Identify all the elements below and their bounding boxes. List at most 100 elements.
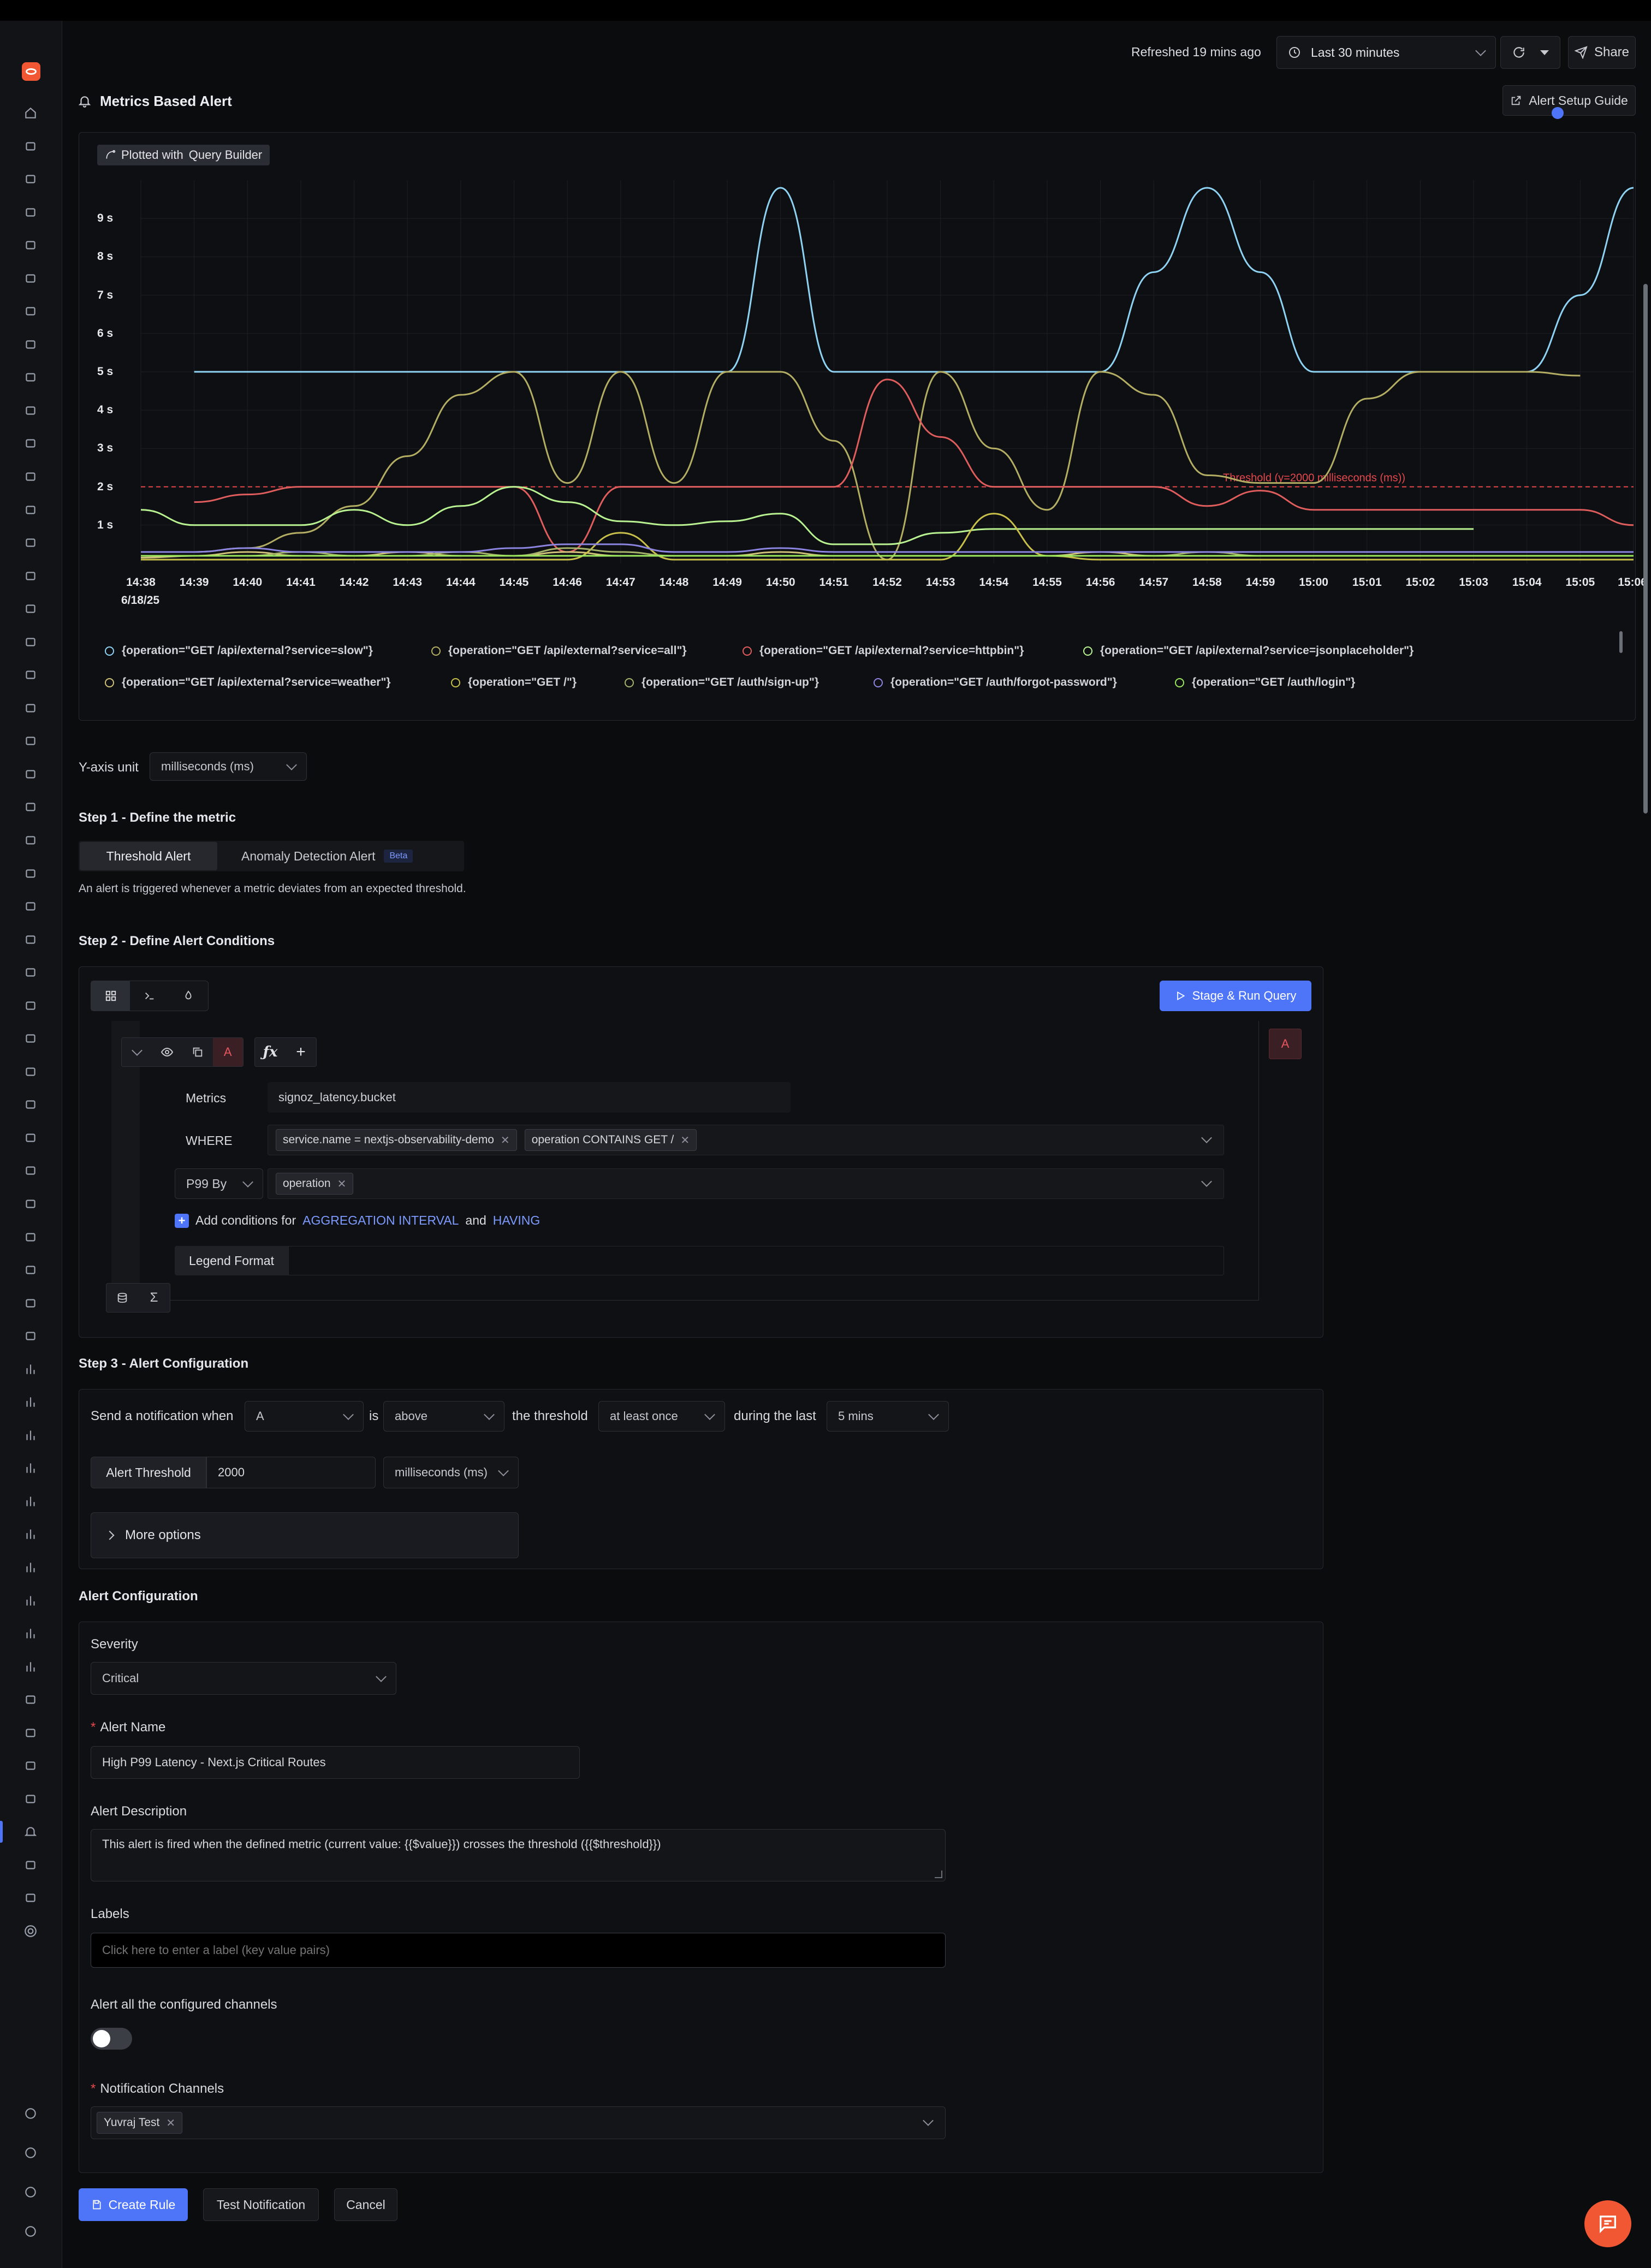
sidebar-dashboard-icon[interactable] (21, 467, 40, 486)
tab-anomaly-detection[interactable]: Anomaly Detection Alert Beta (228, 842, 458, 870)
having-link[interactable]: HAVING (492, 1213, 541, 1227)
resize-handle-icon[interactable] (935, 1871, 942, 1878)
sidebar-alerts-icon[interactable] (21, 1822, 40, 1841)
tab-clickhouse-query[interactable] (130, 981, 169, 1011)
sidebar-exceptions-icon[interactable] (21, 1889, 40, 1907)
sidebar-dashboard-icon[interactable] (21, 897, 40, 916)
sidebar-dashboard-icon[interactable] (21, 798, 40, 816)
sidebar-dashboard-icon[interactable] (21, 533, 40, 552)
sidebar-dashboard-icon[interactable] (21, 765, 40, 783)
sidebar-dashboard-icon[interactable] (21, 501, 40, 519)
tab-threshold-alert[interactable]: Threshold Alert (80, 842, 217, 870)
remove-tag-icon[interactable]: ✕ (500, 1134, 510, 1147)
sidebar-integrations-icon[interactable] (21, 1856, 40, 1874)
sidebar-dashboard-icon[interactable] (21, 1294, 40, 1313)
more-options-collapse[interactable]: More options (91, 1512, 519, 1558)
sidebar-dashboard-icon[interactable] (21, 666, 40, 684)
sidebar-bar-chart-icon[interactable] (21, 1393, 40, 1411)
sidebar-traces-icon[interactable] (21, 1690, 40, 1709)
sidebar-dashboard-icon[interactable] (21, 699, 40, 717)
group-by-input[interactable]: operation ✕ (268, 1168, 1224, 1199)
remove-tag-icon[interactable]: ✕ (166, 2117, 176, 2129)
group-by-tag[interactable]: operation ✕ (276, 1173, 354, 1195)
aggregate-select[interactable]: P99 By (175, 1168, 263, 1199)
sidebar-home-icon[interactable] (21, 104, 40, 122)
legend-item[interactable]: {operation="GET /api/external?service=we… (105, 676, 391, 689)
time-range-select[interactable]: Last 30 minutes (1276, 36, 1496, 69)
copy-query-button[interactable] (182, 1038, 213, 1066)
query-name-badge[interactable]: A (212, 1038, 243, 1066)
sidebar-logs-icon[interactable] (21, 203, 40, 222)
sidebar-dashboard-icon[interactable] (21, 1062, 40, 1081)
sidebar-bar-chart-icon[interactable] (21, 1558, 40, 1577)
database-button[interactable] (106, 1284, 138, 1312)
legend-item[interactable]: {operation="GET /api/external?service=sl… (105, 644, 373, 657)
sidebar-bar-chart-icon[interactable] (21, 1426, 40, 1445)
legend-format-input[interactable] (288, 1246, 1224, 1275)
eval-window-select[interactable]: 5 mins (827, 1401, 949, 1432)
sidebar-apps-icon[interactable] (21, 1724, 40, 1742)
metrics-input[interactable]: signoz_latency.bucket (268, 1082, 791, 1113)
where-filter-input[interactable]: service.name = nextjs-observability-demo… (268, 1125, 1224, 1155)
sidebar-inbox-icon[interactable] (21, 137, 40, 156)
sidebar-dashboard-icon[interactable] (21, 1029, 40, 1048)
sidebar-bar-chart-icon[interactable] (21, 1492, 40, 1511)
sidebar-message-icon[interactable] (21, 2144, 40, 2162)
sidebar-explorer-icon[interactable] (21, 1790, 40, 1808)
sidebar-dashboard-icon[interactable] (21, 236, 40, 254)
sidebar-dashboard-icon[interactable] (21, 335, 40, 354)
sidebar-dashboard-icon[interactable] (21, 1161, 40, 1180)
legend-item[interactable]: {operation="GET /auth/forgot-password"} (874, 676, 1117, 689)
sidebar-dashboard-icon[interactable] (21, 633, 40, 651)
alert-setup-guide-button[interactable]: Alert Setup Guide (1502, 85, 1636, 116)
aggregation-interval-link[interactable]: AGGREGATION INTERVAL (302, 1213, 459, 1227)
sidebar-bar-chart-icon[interactable] (21, 1360, 40, 1379)
sidebar-pipelines-icon[interactable] (21, 1756, 40, 1775)
sidebar-dashboard-icon[interactable] (21, 1327, 40, 1345)
sidebar-dashboard-icon[interactable] (21, 963, 40, 982)
sidebar-dashboard-icon[interactable] (21, 1129, 40, 1147)
sidebar-services-icon[interactable] (21, 170, 40, 188)
sidebar-dashboard-icon[interactable] (21, 434, 40, 453)
operator-select[interactable]: above (383, 1401, 504, 1432)
notification-channels-select[interactable]: Yuvraj Test ✕ (91, 2106, 946, 2139)
legend-scrollbar[interactable] (1619, 631, 1623, 653)
tab-query-builder[interactable] (91, 981, 130, 1011)
alert-threshold-input[interactable] (206, 1457, 376, 1488)
sidebar-bar-chart-icon[interactable] (21, 1624, 40, 1643)
collapse-query-button[interactable] (122, 1038, 152, 1066)
sidebar-dashboard-icon[interactable] (21, 599, 40, 618)
sidebar-dashboard-icon[interactable] (21, 1195, 40, 1213)
caret-down-icon[interactable] (1540, 50, 1549, 55)
sidebar-dashboard-icon[interactable] (21, 930, 40, 949)
legend-item[interactable]: {operation="GET /auth/sign-up"} (625, 676, 819, 689)
page-scrollbar[interactable] (1643, 284, 1648, 814)
sidebar-dashboard-icon[interactable] (21, 1228, 40, 1246)
sidebar-dashboard-icon[interactable] (21, 1261, 40, 1279)
remove-tag-icon[interactable]: ✕ (680, 1134, 690, 1147)
match-type-select[interactable]: at least once (598, 1401, 725, 1432)
refresh-button[interactable] (1500, 36, 1560, 69)
query-select[interactable]: A (245, 1401, 364, 1432)
stage-run-query-button[interactable]: Stage & Run Query (1160, 981, 1311, 1011)
legend-item[interactable]: {operation="GET /api/external?service=al… (431, 644, 687, 657)
sidebar-bar-chart-icon[interactable] (21, 1592, 40, 1610)
where-filter-tag[interactable]: service.name = nextjs-observability-demo… (276, 1129, 517, 1151)
where-filter-tag[interactable]: operation CONTAINS GET / ✕ (524, 1129, 697, 1151)
legend-item[interactable]: {operation="GET /auth/login"} (1175, 676, 1355, 689)
test-notification-button[interactable]: Test Notification (203, 2188, 319, 2221)
alert-name-input[interactable] (91, 1746, 580, 1779)
cancel-button[interactable]: Cancel (334, 2188, 397, 2221)
sidebar-dashboard-icon[interactable] (21, 831, 40, 850)
sidebar-bar-chart-icon[interactable] (21, 1459, 40, 1477)
labels-input[interactable] (91, 1933, 946, 1968)
signoz-logo[interactable] (22, 62, 40, 81)
severity-select[interactable]: Critical (91, 1662, 396, 1695)
sidebar-account-icon[interactable] (21, 2222, 40, 2241)
sidebar-dashboard-icon[interactable] (21, 368, 40, 387)
sidebar-dashboard-icon[interactable] (21, 567, 40, 585)
threshold-unit-select[interactable]: milliseconds (ms) (383, 1457, 519, 1488)
plus-square-icon[interactable]: + (175, 1213, 189, 1228)
channel-tag[interactable]: Yuvraj Test ✕ (97, 2112, 183, 2134)
sidebar-dashboard-icon[interactable] (21, 732, 40, 750)
